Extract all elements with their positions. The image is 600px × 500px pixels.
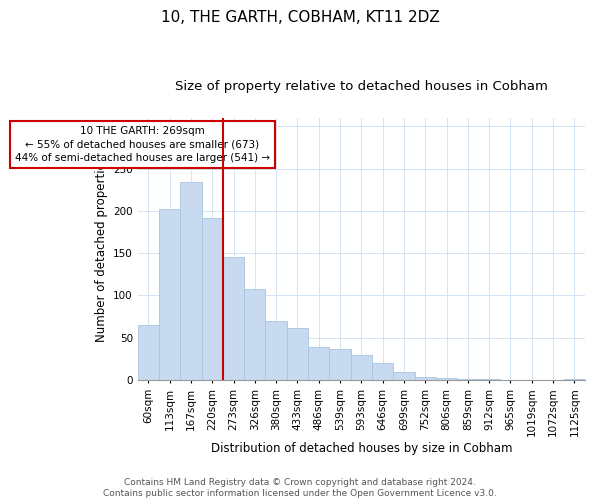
Text: Contains HM Land Registry data © Crown copyright and database right 2024.
Contai: Contains HM Land Registry data © Crown c… bbox=[103, 478, 497, 498]
Bar bbox=[415, 376, 436, 380]
X-axis label: Distribution of detached houses by size in Cobham: Distribution of detached houses by size … bbox=[211, 442, 512, 455]
Y-axis label: Number of detached properties: Number of detached properties bbox=[95, 156, 107, 342]
Bar bbox=[223, 256, 244, 380]
Bar bbox=[287, 328, 308, 380]
Bar bbox=[563, 379, 585, 380]
Bar bbox=[436, 378, 457, 380]
Bar bbox=[202, 218, 223, 380]
Bar bbox=[265, 321, 287, 380]
Bar bbox=[478, 379, 500, 380]
Bar bbox=[329, 349, 350, 380]
Bar bbox=[457, 379, 478, 380]
Bar bbox=[244, 288, 265, 380]
Bar bbox=[137, 325, 159, 380]
Bar bbox=[350, 354, 372, 380]
Bar bbox=[180, 182, 202, 380]
Text: 10, THE GARTH, COBHAM, KT11 2DZ: 10, THE GARTH, COBHAM, KT11 2DZ bbox=[161, 10, 439, 25]
Bar bbox=[372, 363, 393, 380]
Text: 10 THE GARTH: 269sqm
← 55% of detached houses are smaller (673)
44% of semi-deta: 10 THE GARTH: 269sqm ← 55% of detached h… bbox=[15, 126, 270, 162]
Bar bbox=[308, 347, 329, 380]
Title: Size of property relative to detached houses in Cobham: Size of property relative to detached ho… bbox=[175, 80, 548, 93]
Bar bbox=[393, 372, 415, 380]
Bar bbox=[159, 209, 180, 380]
